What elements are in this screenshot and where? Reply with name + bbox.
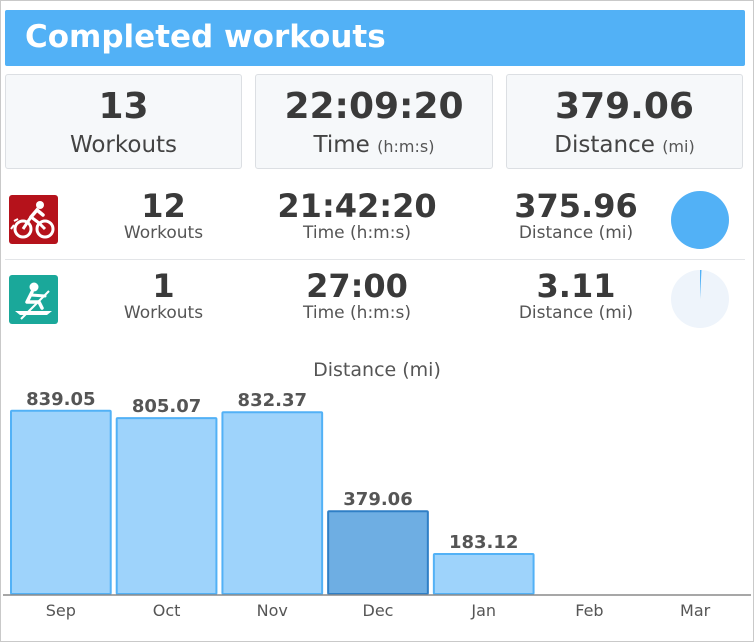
summary-distance-unit: (mi) bbox=[662, 137, 695, 156]
summary-workouts-value: 13 bbox=[98, 86, 149, 127]
page-title: Completed workouts bbox=[25, 19, 386, 55]
summary-distance-label: Distance bbox=[554, 132, 655, 158]
rowing-distance-value: 3.11 bbox=[536, 267, 616, 305]
cycling-distance-value: 375.96 bbox=[514, 187, 638, 225]
summary-time-label: Time bbox=[313, 132, 370, 158]
rowing-share-pie bbox=[671, 270, 729, 328]
cycling-distance: 375.96 Distance (mi) bbox=[496, 189, 656, 243]
x-tick-label: Jan bbox=[470, 601, 496, 620]
bar-dec[interactable] bbox=[327, 510, 429, 595]
bar-value-label: 839.05 bbox=[26, 389, 95, 410]
header-bar: Completed workouts bbox=[5, 10, 745, 66]
bar-value-label: 379.06 bbox=[343, 489, 412, 510]
cycling-workouts: 12 Workouts bbox=[96, 189, 231, 243]
cycling-time-label: Time (h:m:s) bbox=[303, 223, 411, 243]
rowing-time: 27:00 Time (h:m:s) bbox=[271, 269, 443, 323]
sport-row-rowing: 1 Workouts 27:00 Time (h:m:s) 3.11 Dista… bbox=[1, 259, 747, 339]
summary-time-tile: 22:09:20 Time (h:m:s) bbox=[255, 74, 493, 169]
summary-distance-tile: 379.06 Distance (mi) bbox=[506, 74, 743, 169]
cycling-workouts-value: 12 bbox=[141, 187, 186, 225]
sport-row-cycling: 12 Workouts 21:42:20 Time (h:m:s) 375.96… bbox=[1, 179, 747, 259]
summary-time-unit: (h:m:s) bbox=[377, 137, 435, 156]
bar-value-label: 832.37 bbox=[238, 390, 307, 411]
bar-value-label: 183.12 bbox=[449, 532, 518, 553]
summary-workouts-tile: 13 Workouts bbox=[5, 74, 242, 169]
cycling-time-value: 21:42:20 bbox=[277, 187, 437, 225]
rowing-workouts-label: Workouts bbox=[123, 303, 204, 323]
summary-time-value: 22:09:20 bbox=[284, 86, 464, 127]
cycling-distance-label: Distance (mi) bbox=[518, 223, 634, 243]
summary-workouts-label: Workouts bbox=[69, 132, 178, 158]
x-tick-label: Sep bbox=[46, 601, 76, 620]
rowing-workouts: 1 Workouts bbox=[96, 269, 231, 323]
cycling-icon bbox=[9, 195, 58, 244]
summary-time-label-wrap: Time (h:m:s) bbox=[256, 132, 492, 158]
rowing-icon bbox=[9, 275, 58, 324]
bar-value-label: 805.07 bbox=[132, 396, 201, 417]
rowing-workouts-value: 1 bbox=[152, 267, 175, 305]
cycling-workouts-label: Workouts bbox=[123, 223, 204, 243]
bar-nov[interactable] bbox=[221, 411, 324, 595]
rowing-time-value: 27:00 bbox=[306, 267, 408, 305]
cycling-share-pie bbox=[671, 191, 729, 249]
pie-slice bbox=[700, 270, 702, 299]
summary-distance-value: 379.06 bbox=[555, 86, 694, 127]
pie-slice bbox=[671, 191, 729, 249]
x-tick-label: Dec bbox=[363, 601, 394, 620]
chart-title: Distance (mi) bbox=[313, 359, 441, 381]
x-tick-label: Feb bbox=[575, 601, 603, 620]
x-tick-label: Mar bbox=[680, 601, 711, 620]
bar-jan[interactable] bbox=[432, 553, 535, 595]
x-tick-label: Nov bbox=[257, 601, 288, 620]
x-tick-label: Oct bbox=[153, 601, 181, 620]
summary-distance-label-wrap: Distance (mi) bbox=[507, 132, 742, 158]
rowing-distance: 3.11 Distance (mi) bbox=[496, 269, 656, 323]
cycling-time: 21:42:20 Time (h:m:s) bbox=[271, 189, 443, 243]
bar-oct[interactable] bbox=[115, 417, 218, 595]
bar-sep[interactable] bbox=[10, 409, 112, 595]
row-divider bbox=[5, 259, 745, 260]
rowing-time-label: Time (h:m:s) bbox=[303, 303, 411, 323]
rowing-distance-label: Distance (mi) bbox=[518, 303, 634, 323]
distance-bar-chart: 839.05 Sep 805.07 Oct 832.37 Nov 379.06 Dec 183.… bbox=[3, 389, 751, 620]
